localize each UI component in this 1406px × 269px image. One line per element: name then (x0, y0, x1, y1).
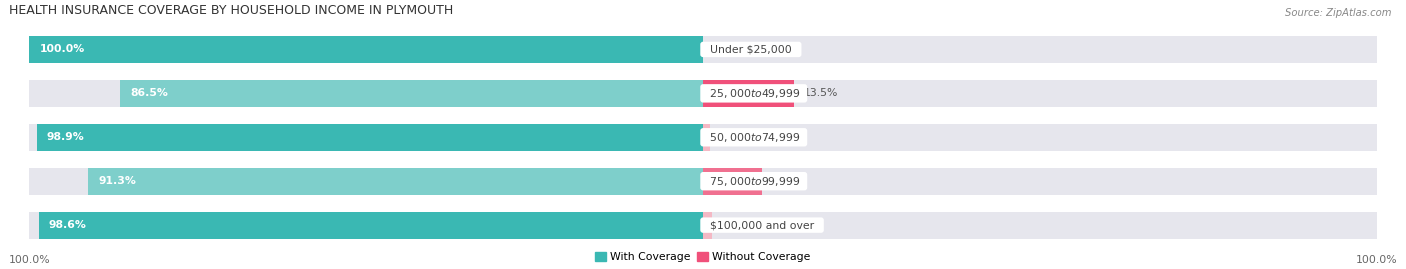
Bar (703, 80, 1376, 107)
Text: Source: ZipAtlas.com: Source: ZipAtlas.com (1285, 8, 1392, 18)
Text: $75,000 to $99,999: $75,000 to $99,999 (703, 175, 804, 188)
Bar (703, 36, 1376, 63)
Text: 8.7%: 8.7% (772, 176, 799, 186)
Text: 100.0%: 100.0% (39, 44, 84, 54)
Bar (30, 124, 703, 151)
Text: 0.0%: 0.0% (720, 44, 748, 54)
Text: 98.9%: 98.9% (46, 132, 84, 142)
Bar (703, 124, 710, 151)
Bar (703, 124, 1376, 151)
Legend: With Coverage, Without Coverage: With Coverage, Without Coverage (595, 252, 811, 262)
Bar (703, 168, 1376, 195)
Bar (37, 124, 703, 151)
Bar (30, 36, 703, 63)
Bar (703, 80, 794, 107)
Bar (121, 80, 703, 107)
Text: $25,000 to $49,999: $25,000 to $49,999 (703, 87, 804, 100)
Bar (703, 168, 762, 195)
Bar (30, 36, 703, 63)
Bar (30, 168, 703, 195)
Text: 1.1%: 1.1% (720, 132, 748, 142)
Bar (30, 80, 703, 107)
Bar (703, 211, 1376, 239)
Text: $50,000 to $74,999: $50,000 to $74,999 (703, 131, 804, 144)
Bar (39, 211, 703, 239)
Text: 1.4%: 1.4% (723, 220, 749, 230)
Bar (89, 168, 703, 195)
Bar (30, 211, 703, 239)
Text: HEALTH INSURANCE COVERAGE BY HOUSEHOLD INCOME IN PLYMOUTH: HEALTH INSURANCE COVERAGE BY HOUSEHOLD I… (8, 4, 453, 17)
Text: Under $25,000: Under $25,000 (703, 44, 799, 54)
Text: 13.5%: 13.5% (804, 88, 838, 98)
Text: 98.6%: 98.6% (49, 220, 87, 230)
Text: 86.5%: 86.5% (131, 88, 169, 98)
Text: 91.3%: 91.3% (98, 176, 136, 186)
Text: $100,000 and over: $100,000 and over (703, 220, 821, 230)
Bar (703, 211, 713, 239)
